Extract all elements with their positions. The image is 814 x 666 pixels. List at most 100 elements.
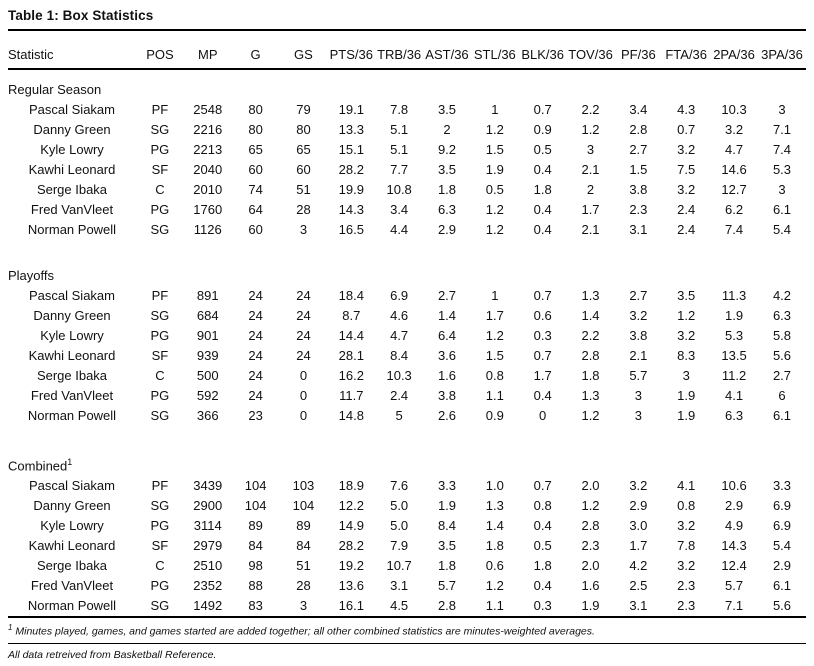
stat-value: 60 — [296, 162, 311, 177]
section-label: Playoffs — [8, 268, 55, 283]
player-name: Pascal Siakam — [29, 288, 115, 303]
stat-value: 104 — [244, 498, 267, 514]
stat-value: SG — [150, 308, 170, 323]
table-row: Fred VanVleet PG 592 24 0 11.7 2.4 3.8 1.1 0.4 1.3… — [8, 386, 806, 406]
stat-value: 4.7 — [390, 328, 409, 343]
stat-value: 5.0 — [390, 518, 409, 534]
stat-value: 1.2 — [581, 122, 600, 137]
stat-value: 0 — [299, 368, 308, 383]
stat-value: 1.7 — [533, 368, 552, 383]
player-name: Kyle Lowry — [40, 518, 104, 534]
stat-value: 1 — [491, 102, 499, 117]
stat-value: 5.4 — [772, 222, 792, 237]
stat-value: 1.8 — [485, 538, 504, 554]
stat-value: 4.5 — [390, 598, 409, 614]
stat-value: 592 — [196, 388, 219, 403]
stat-value: 1.8 — [533, 182, 552, 197]
stat-value: 8.4 — [390, 348, 409, 363]
stat-value: 5.6 — [772, 598, 792, 614]
stat-value: 14.3 — [338, 202, 364, 217]
column-header: TOV/36 — [566, 31, 615, 70]
stat-value: 2213 — [193, 142, 223, 157]
section-label: Regular Season — [8, 82, 102, 97]
stat-value: 6.3 — [725, 408, 744, 423]
stat-value: 6.4 — [437, 328, 457, 343]
stat-value: 1.7 — [581, 202, 600, 217]
stat-value: 2.8 — [581, 348, 600, 363]
stat-value: 24 — [248, 348, 263, 363]
stat-value: 51 — [296, 558, 311, 574]
stat-value: 0.4 — [533, 518, 552, 534]
stat-value: 5.3 — [772, 162, 792, 177]
stat-value: 1.7 — [629, 538, 648, 554]
stat-value: 7.8 — [677, 538, 696, 554]
stat-value: 74 — [248, 182, 263, 197]
section-header-row: Regular Season — [8, 69, 806, 100]
stat-value: 3.0 — [629, 518, 648, 534]
stat-value: 84 — [296, 538, 311, 554]
stat-value: 14.3 — [721, 538, 747, 554]
stat-value: 2.1 — [629, 348, 648, 363]
table-row: Fred VanVleet PG 2352 88 28 13.6 3.1 5.7 1.2 0.4 1… — [8, 576, 806, 596]
stat-value: 18.9 — [338, 478, 364, 494]
box-statistics-table: Statistic POS MP G GS PTS/36 TRB/36 AST/36 STL/3… — [8, 31, 806, 616]
stat-value: 1 — [491, 288, 499, 303]
player-name: Fred VanVleet — [30, 202, 114, 217]
stat-value: 2.6 — [437, 408, 457, 423]
stat-value: 3.1 — [390, 578, 409, 594]
stat-value: 16.1 — [338, 598, 364, 614]
stat-value: 14.4 — [338, 328, 364, 343]
stat-value: 14.6 — [721, 162, 747, 177]
stat-value: 1.5 — [629, 162, 648, 177]
table-row: Serge Ibaka C 2010 74 51 19.9 10.8 1.8 0.5 1.8 2 3.… — [8, 180, 806, 200]
player-name: Kyle Lowry — [40, 142, 104, 157]
player-name: Norman Powell — [27, 598, 117, 614]
stat-value: 2.1 — [581, 222, 600, 237]
stat-value: 1.2 — [485, 202, 504, 217]
stat-value: 2900 — [193, 498, 223, 514]
section-label: Combined1 — [8, 457, 73, 474]
stat-value: 1492 — [193, 598, 223, 614]
stat-value: 2.4 — [390, 388, 409, 403]
stat-value: SF — [151, 538, 169, 554]
stat-value: 0.3 — [533, 328, 552, 343]
stat-value: 2 — [586, 182, 595, 197]
player-name: Serge Ibaka — [36, 558, 108, 574]
stat-value: 1.2 — [581, 408, 600, 423]
player-name: Kyle Lowry — [40, 328, 104, 343]
stat-value: 1.8 — [437, 558, 457, 574]
stat-value: 8.4 — [437, 518, 457, 534]
stat-value: 1126 — [193, 222, 222, 237]
stat-value: 8.7 — [342, 308, 361, 323]
stat-value: 19.9 — [338, 182, 364, 197]
player-name: Danny Green — [33, 498, 111, 514]
stat-value: 4.2 — [629, 558, 648, 574]
stat-value: 1.4 — [485, 518, 504, 534]
stat-value: 10.8 — [386, 182, 412, 197]
column-header: STL/36 — [470, 31, 519, 70]
stat-value: 3.3 — [772, 478, 792, 494]
stat-value: 89 — [296, 518, 311, 534]
stat-value: 28.2 — [338, 538, 364, 554]
column-header: G — [231, 31, 280, 70]
stat-value: 3.4 — [390, 202, 409, 217]
stat-value: 0.5 — [533, 538, 552, 554]
column-header-row: Statistic POS MP G GS PTS/36 TRB/36 AST/36 STL/3… — [8, 31, 806, 70]
stat-value: 80 — [248, 122, 263, 137]
footnote-marker: 1 — [8, 623, 13, 633]
stat-value: 88 — [248, 578, 263, 594]
stat-value: SG — [150, 122, 170, 137]
stat-value: 3.2 — [677, 182, 696, 197]
table-row: Kyle Lowry PG 901 24 24 14.4 4.7 6.4 1.2 0.3 2.2 3.… — [8, 326, 806, 346]
stat-value: PF — [151, 478, 169, 494]
stat-value: 1.9 — [677, 408, 696, 423]
stat-value: 891 — [196, 288, 219, 303]
stat-value: 4.7 — [725, 142, 744, 157]
stat-value: 10.3 — [721, 102, 747, 117]
stat-value: 24 — [296, 288, 311, 303]
stat-value: 3 — [586, 142, 595, 157]
stat-value: 2.8 — [629, 122, 648, 137]
column-header: Statistic — [8, 31, 136, 70]
stat-value: PG — [150, 578, 170, 594]
stat-value: 12.4 — [721, 558, 747, 574]
